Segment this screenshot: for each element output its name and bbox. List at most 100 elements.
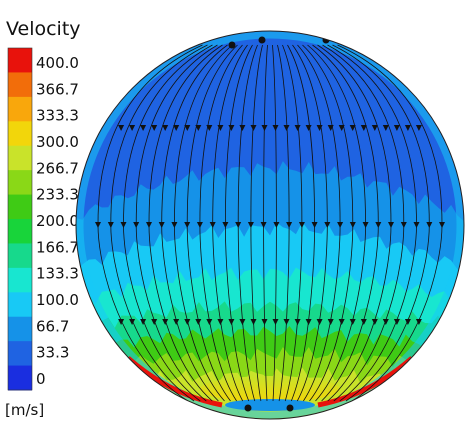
- streamline-arrow: [338, 319, 345, 325]
- streamline-arrow: [283, 125, 290, 131]
- colorbar-swatch: [8, 72, 32, 98]
- streamline-arrow: [261, 319, 268, 325]
- streamline-arrow: [140, 125, 147, 131]
- streamline-arrow: [171, 222, 178, 228]
- colorbar-tick-label: 166.7: [36, 238, 79, 256]
- streamline-arrow: [162, 319, 169, 325]
- streamline-arrow: [260, 222, 267, 228]
- streamline-arrow: [151, 319, 158, 325]
- colorbar-swatch: [8, 243, 32, 269]
- streamline-arrow: [140, 319, 147, 325]
- colorbar-tick-label: 133.3: [36, 265, 79, 283]
- bottom-low-velocity-region: [225, 399, 315, 411]
- streamline-arrow: [107, 222, 114, 228]
- vortex-core: [228, 41, 236, 49]
- streamline-arrow: [388, 222, 394, 228]
- streamline-arrow: [196, 222, 203, 228]
- streamline-arrow: [184, 125, 191, 131]
- streamline-arrow: [129, 125, 136, 131]
- streamline-arrow: [360, 319, 367, 325]
- vortex-core: [244, 404, 252, 412]
- streamline-arrow: [184, 222, 191, 228]
- streamline-arrow: [239, 125, 246, 131]
- streamline-arrow: [327, 125, 334, 131]
- colorbar-swatch: [8, 292, 32, 318]
- streamline-arrow: [239, 319, 246, 325]
- colorbar-swatch: [8, 145, 32, 171]
- colorbar-title: Velocity: [6, 18, 81, 40]
- streamline-arrow: [250, 319, 257, 325]
- wall-jet-left: [126, 356, 223, 408]
- colorbar-tick-labels: 400.0 366.7 333.3 300.0 266.7 233.3 200.0 166.7…: [36, 54, 79, 388]
- colorbar-tick-label: 233.3: [36, 186, 79, 204]
- streamline-arrow: [294, 319, 301, 325]
- streamline-arrow: [360, 125, 367, 131]
- colorbar-unit-label: [m/s]: [5, 401, 45, 419]
- wall-boundary-layer: [76, 31, 464, 419]
- streamline-arrow: [133, 222, 140, 228]
- streamline-arrow: [250, 125, 257, 131]
- streamline-arrow: [393, 125, 400, 131]
- streamline-arrow: [162, 125, 169, 131]
- streamline-arrow: [195, 319, 202, 325]
- streamline-arrow: [158, 222, 165, 228]
- streamlines: [95, 36, 445, 412]
- streamline-arrow: [261, 125, 268, 131]
- colorbar-swatch: [8, 267, 32, 293]
- streamline-arrow: [400, 222, 407, 228]
- colorbar-swatch: [8, 316, 32, 342]
- streamline-arrow: [305, 125, 312, 131]
- colorbar-tick-label: 0: [36, 370, 46, 388]
- colorbar-tick-label: 333.3: [36, 107, 79, 125]
- streamline-arrow: [426, 222, 433, 228]
- colorbar-tick-label: 300.0: [36, 133, 79, 151]
- colorbar-tick-label: 66.7: [36, 317, 69, 335]
- streamline-arrow: [413, 222, 420, 228]
- streamline-arrow: [349, 222, 356, 228]
- streamline-arrow: [439, 222, 445, 228]
- streamline-arrow: [415, 125, 422, 131]
- streamline-arrow: [151, 125, 158, 131]
- streamline-arrow: [338, 125, 345, 131]
- streamline-arrow: [393, 319, 400, 325]
- vortex-core: [286, 404, 294, 412]
- sphere-outline: [75, 30, 465, 420]
- colorbar-swatch: [8, 194, 32, 220]
- streamline-arrow: [327, 319, 334, 325]
- colorbar-tick-label: 266.7: [36, 159, 79, 177]
- streamline-arrow: [316, 319, 323, 325]
- streamline-arrow: [206, 125, 213, 131]
- streamline-arrow: [95, 222, 101, 228]
- streamline-arrow: [272, 125, 279, 131]
- streamline-arrow: [404, 319, 411, 325]
- streamline-arrow: [217, 319, 224, 325]
- streamline-arrow: [118, 125, 125, 131]
- streamline-arrow: [129, 319, 136, 325]
- colorbar-swatch: [8, 48, 32, 73]
- streamline-arrow: [305, 319, 312, 325]
- colorbar-tick-label: 200.0: [36, 212, 79, 230]
- streamline-arrow: [349, 125, 356, 131]
- streamline-arrow: [371, 319, 378, 325]
- streamline-arrow: [283, 319, 290, 325]
- bottom-high-velocity-region: [200, 376, 340, 402]
- streamline-arrow: [195, 125, 202, 131]
- streamline-arrow: [206, 319, 213, 325]
- streamline-arrow: [247, 222, 254, 228]
- colorbar-tick-label: 400.0: [36, 54, 79, 72]
- velocity-field: [76, 31, 464, 419]
- streamline-arrow: [382, 319, 389, 325]
- streamline-arrow: [235, 222, 242, 228]
- streamline-arrow: [375, 222, 382, 228]
- colorbar-tick-label: 33.3: [36, 344, 69, 362]
- wall-jet-right: [317, 356, 414, 408]
- streamline-arrow: [316, 125, 323, 131]
- streamline-arrow: [371, 125, 378, 131]
- colorbar-swatch: [8, 170, 32, 196]
- streamline-arrow: [228, 319, 235, 325]
- streamline-arrow: [298, 222, 305, 228]
- streamline-arrow: [404, 125, 411, 131]
- streamline-arrow: [173, 125, 180, 131]
- streamline-arrow: [311, 222, 318, 228]
